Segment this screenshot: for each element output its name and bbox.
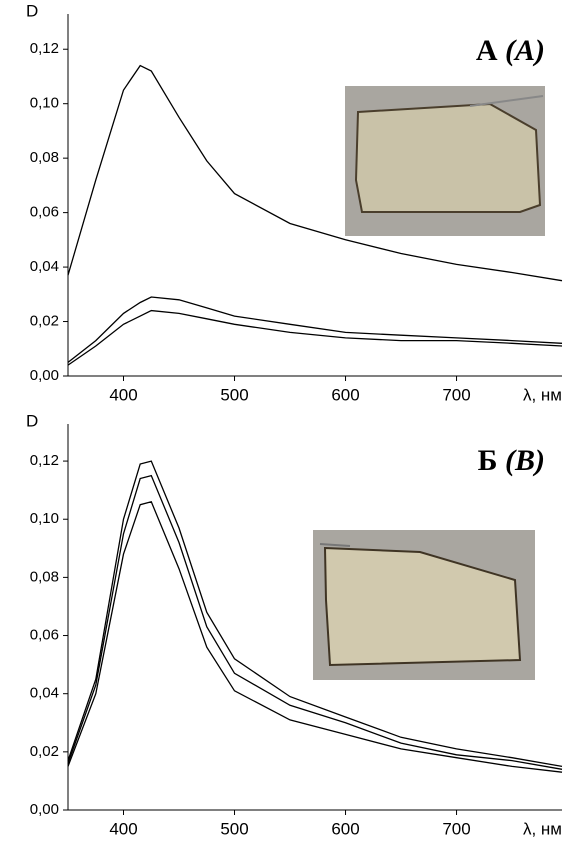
- y-tick-label: 0,10: [30, 510, 59, 527]
- x-axis-label: λ, нм: [523, 819, 562, 838]
- y-tick-label: 0,06: [30, 627, 59, 644]
- y-tick-label: 0,06: [30, 204, 59, 221]
- x-tick-label: 500: [220, 819, 248, 838]
- y-tick-label: 0,08: [30, 568, 59, 585]
- panel-label-main: А: [476, 34, 498, 67]
- x-tick-label: 700: [442, 385, 470, 404]
- y-tick-label: 0,02: [30, 313, 59, 330]
- y-tick-label: 0,00: [30, 367, 59, 384]
- line-series: [67, 309, 563, 366]
- line-series: [67, 64, 563, 282]
- panel-label-alt: (B): [505, 444, 545, 477]
- x-tick-label: 500: [220, 385, 248, 404]
- y-axis-label: D: [26, 1, 38, 20]
- x-tick-label: 700: [442, 819, 470, 838]
- y-tick-label: 0,12: [30, 452, 59, 469]
- y-tick-label: 0,00: [30, 801, 59, 818]
- y-tick-label: 0,04: [30, 258, 59, 275]
- y-tick-label: 0,08: [30, 149, 59, 166]
- line-series: [67, 474, 563, 770]
- y-tick-label: 0,10: [30, 95, 59, 112]
- x-tick-label: 600: [331, 819, 359, 838]
- photo-inset: [313, 530, 535, 680]
- x-axis-label: λ, нм: [523, 385, 562, 404]
- panel-label: А (A): [476, 34, 545, 67]
- photo-inset: [345, 86, 545, 236]
- x-tick-label: 400: [109, 385, 137, 404]
- y-axis-label: D: [26, 411, 38, 430]
- y-tick-label: 0,04: [30, 685, 59, 702]
- panel-label: Б (B): [478, 444, 545, 477]
- y-tick-label: 0,02: [30, 743, 59, 760]
- x-tick-label: 600: [331, 385, 359, 404]
- line-series: [67, 460, 563, 768]
- x-tick-label: 400: [109, 819, 137, 838]
- line-series: [67, 501, 563, 773]
- y-tick-label: 0,12: [30, 40, 59, 57]
- panel-label-alt: (A): [505, 34, 545, 67]
- panel-label-main: Б: [478, 444, 498, 477]
- line-series: [67, 296, 563, 363]
